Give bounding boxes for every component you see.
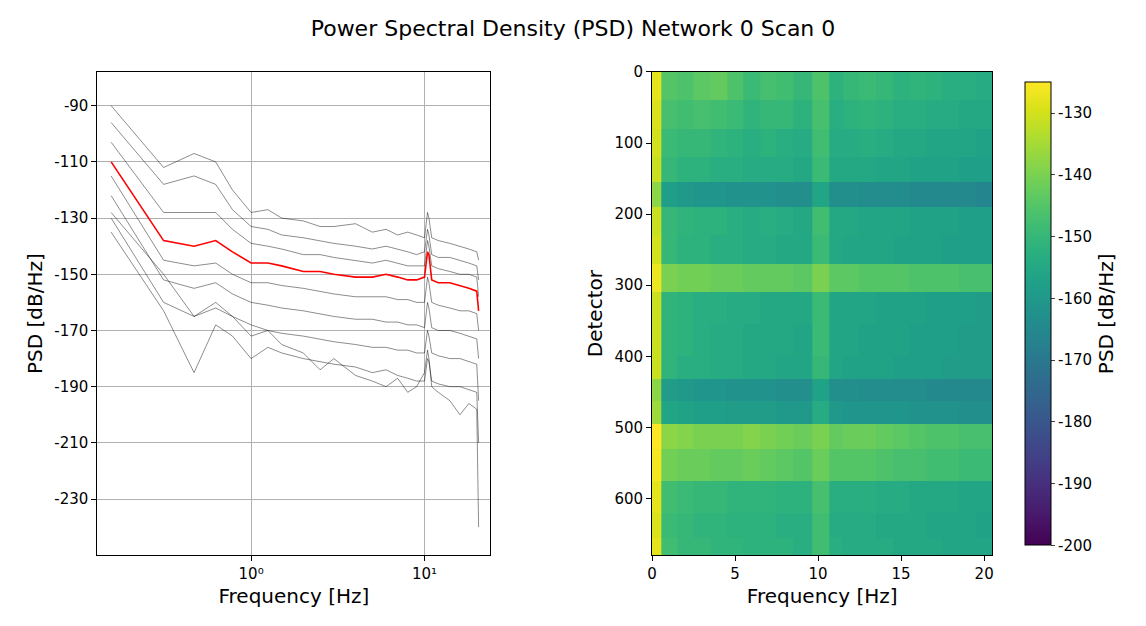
svg-text:-90: -90	[64, 97, 89, 115]
svg-text:Frequency [Hz]: Frequency [Hz]	[747, 584, 898, 608]
svg-text:-180: -180	[1058, 413, 1092, 431]
svg-text:200: 200	[614, 205, 643, 223]
svg-text:Detector: Detector	[583, 269, 607, 357]
svg-text:-130: -130	[1058, 104, 1092, 122]
svg-text:-200: -200	[1058, 537, 1092, 555]
svg-text:400: 400	[614, 348, 643, 366]
svg-text:10¹: 10¹	[412, 565, 437, 583]
svg-text:-170: -170	[1058, 351, 1092, 369]
svg-text:5: 5	[730, 565, 740, 583]
svg-text:15: 15	[892, 565, 911, 583]
svg-text:300: 300	[614, 276, 643, 294]
svg-text:500: 500	[614, 419, 643, 437]
svg-text:-170: -170	[54, 322, 88, 340]
svg-text:-190: -190	[54, 378, 88, 396]
svg-text:20: 20	[975, 565, 994, 583]
svg-text:-230: -230	[54, 490, 88, 508]
svg-text:PSD [dB/Hz]: PSD [dB/Hz]	[1094, 253, 1118, 374]
svg-text:Power Spectral Density (PSD) N: Power Spectral Density (PSD) Network 0 S…	[311, 16, 836, 41]
svg-text:-190: -190	[1058, 475, 1092, 493]
svg-text:100: 100	[614, 134, 643, 152]
svg-text:-130: -130	[54, 209, 88, 227]
svg-text:PSD [dB/Hz]: PSD [dB/Hz]	[23, 253, 47, 374]
svg-text:Frequency [Hz]: Frequency [Hz]	[219, 584, 370, 608]
svg-text:-150: -150	[1058, 228, 1092, 246]
svg-text:-110: -110	[54, 153, 88, 171]
svg-text:10⁰: 10⁰	[239, 565, 264, 583]
svg-text:-140: -140	[1058, 166, 1092, 184]
svg-text:600: 600	[614, 490, 643, 508]
svg-text:-150: -150	[54, 266, 88, 284]
svg-text:10: 10	[809, 565, 828, 583]
svg-text:0: 0	[634, 63, 644, 81]
svg-text:0: 0	[647, 565, 657, 583]
svg-text:-160: -160	[1058, 290, 1092, 308]
svg-text:-210: -210	[54, 434, 88, 452]
